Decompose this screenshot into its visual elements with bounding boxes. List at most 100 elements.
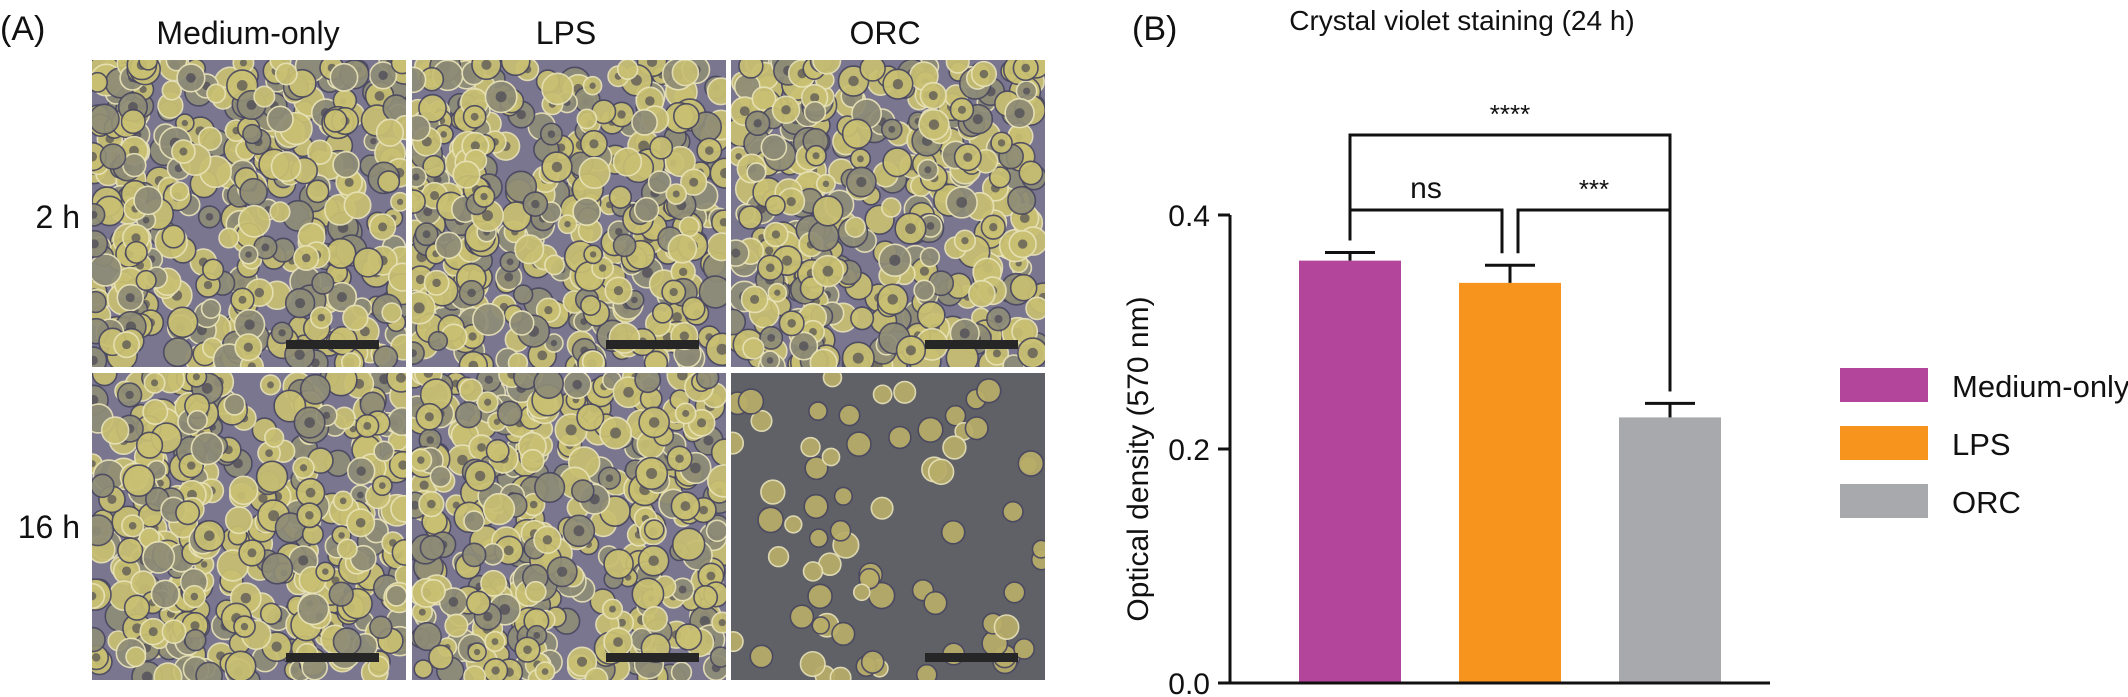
cell — [142, 398, 169, 425]
cell-nucleus — [92, 394, 99, 406]
cell-nucleus — [989, 223, 998, 232]
cell-nucleus — [679, 267, 688, 277]
micrograph-16h-orc — [731, 373, 1045, 680]
cell — [150, 579, 180, 609]
cell — [789, 604, 815, 630]
cell — [223, 393, 246, 416]
cell — [671, 60, 700, 87]
cell-nucleus — [703, 435, 714, 446]
cell — [485, 438, 510, 463]
cell — [705, 332, 726, 367]
cell-nucleus — [822, 180, 830, 188]
cell-nucleus — [92, 355, 98, 366]
cell — [1018, 160, 1044, 186]
cell-nucleus — [432, 278, 441, 288]
cell — [377, 170, 401, 194]
cell-nucleus — [203, 280, 213, 290]
cell — [161, 80, 182, 101]
cell-nucleus — [298, 555, 309, 566]
cell — [738, 205, 763, 230]
cell — [870, 496, 894, 520]
cell-nucleus — [92, 653, 101, 662]
cell-nucleus — [531, 199, 540, 209]
cell-nucleus — [92, 460, 96, 468]
cell — [117, 537, 144, 564]
cell-nucleus — [887, 294, 898, 305]
cell — [99, 143, 127, 170]
column-header-medium-only: Medium-only — [156, 15, 339, 51]
cell-nucleus — [719, 168, 726, 179]
cell — [993, 614, 1020, 640]
cell — [750, 409, 773, 433]
y-tick-label: 0.2 — [1168, 434, 1210, 467]
cell-nucleus — [889, 254, 901, 266]
cell — [631, 577, 665, 611]
cell-nucleus — [205, 213, 214, 221]
cell-nucleus — [317, 313, 325, 322]
cell-nucleus — [148, 627, 158, 637]
cell-nucleus — [598, 264, 607, 272]
cell-nucleus — [605, 474, 614, 482]
cell-nucleus — [139, 85, 147, 94]
cell — [307, 139, 333, 165]
cell — [305, 179, 330, 204]
cell — [381, 302, 403, 323]
cell — [695, 373, 720, 390]
cell-nucleus — [141, 671, 153, 680]
cell-nucleus — [503, 545, 514, 556]
cell — [120, 108, 146, 135]
cell — [161, 619, 187, 645]
cell — [190, 431, 224, 466]
cell — [831, 621, 856, 647]
cell-nucleus — [719, 217, 726, 227]
cell — [92, 514, 115, 547]
cell-nucleus — [781, 105, 791, 115]
cell-nucleus — [203, 530, 215, 542]
cell-nucleus — [423, 373, 434, 378]
cell-nucleus — [506, 258, 514, 266]
cell-nucleus — [573, 525, 585, 537]
cell — [138, 60, 159, 71]
cell-nucleus — [491, 666, 500, 675]
cell — [584, 667, 609, 680]
scale-bar — [286, 653, 379, 662]
cell — [444, 613, 469, 638]
y-axis-label: Optical density (570 nm) — [1122, 296, 1155, 621]
cell-nucleus — [537, 350, 548, 361]
cell — [571, 479, 595, 503]
scale-bar — [606, 340, 699, 349]
significance-bracket — [1348, 133, 1672, 392]
scale-bar — [286, 340, 379, 349]
significance-bracket — [1348, 208, 1504, 254]
cell — [274, 62, 298, 86]
cell-nucleus — [92, 239, 99, 249]
cell — [767, 545, 790, 568]
cell-nucleus — [239, 60, 247, 67]
cell-nucleus — [994, 314, 1003, 324]
cell-nucleus — [484, 375, 494, 384]
cell — [608, 185, 633, 209]
micrograph-16h-medium-only — [92, 373, 406, 680]
cell-nucleus — [892, 78, 904, 90]
cell-nucleus — [240, 592, 252, 604]
cell — [264, 427, 285, 448]
cell — [520, 448, 545, 473]
cell — [757, 506, 785, 534]
cell-nucleus — [244, 319, 255, 330]
cell — [670, 661, 693, 680]
micrograph-2h-orc — [731, 60, 1045, 367]
cell-nucleus — [997, 139, 1006, 147]
cell — [838, 404, 861, 427]
cell-nucleus — [648, 417, 660, 428]
cell-nucleus — [470, 141, 480, 151]
cell-nucleus — [961, 237, 969, 245]
cell-nucleus — [499, 604, 511, 615]
cell — [270, 151, 302, 183]
cell-nucleus — [610, 427, 622, 439]
cell-nucleus — [589, 82, 596, 89]
cell — [412, 621, 442, 652]
cell-nucleus — [92, 151, 98, 162]
cell — [764, 194, 786, 216]
cell-nucleus — [648, 555, 659, 566]
